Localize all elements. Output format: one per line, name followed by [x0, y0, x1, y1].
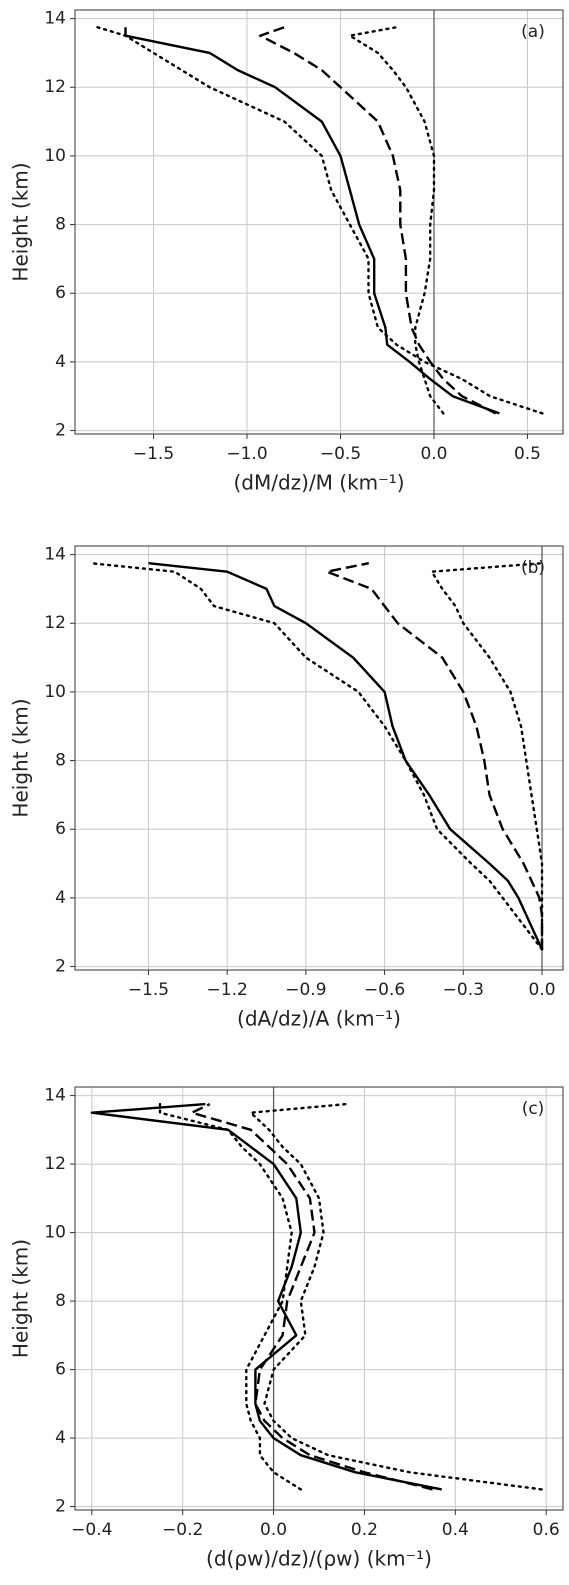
x-axis-label: (dA/dz)/A (km⁻¹) — [237, 1007, 401, 1031]
panel: −1.5 −1.2 −0.9 −0.6 −0.3 0.0 2 4 6 8 10 12 14 (b) (dA/… — [9, 545, 564, 1031]
x-tick-label: 0.0 — [528, 980, 555, 1000]
panel: −1.5 −1.0 −0.5 0.0 0.5 2 4 6 8 10 12 14 (a) (dM/dz)/M… — [9, 9, 564, 495]
profile-line — [96, 26, 544, 415]
y-tick-label: 14 — [44, 1086, 66, 1106]
y-tick-label: 14 — [44, 9, 66, 29]
x-axis-label: (d(ρw)/dz)/(ρw) (km⁻¹) — [206, 1547, 432, 1571]
x-tick-label: −0.9 — [285, 980, 326, 1000]
x-tick-label: −1.5 — [133, 444, 174, 464]
panel: −0.4 −0.2 0.0 0.2 0.4 0.6 2 4 6 8 10 12 14 (c) (d(ρw)/… — [9, 1086, 564, 1571]
y-axis-label: Height (km) — [9, 1239, 33, 1358]
y-tick-label: 6 — [55, 283, 66, 303]
profile-line — [90, 1102, 442, 1491]
x-tick-label: 0.0 — [420, 444, 447, 464]
y-axis-label: Height (km) — [9, 698, 33, 817]
y-tick-label: 6 — [55, 819, 66, 839]
x-tick-label: 0.0 — [260, 1520, 287, 1540]
y-tick-label: 8 — [55, 215, 66, 235]
profile-line — [325, 562, 544, 950]
x-tick-label: −1.5 — [128, 980, 169, 1000]
profile-line — [348, 26, 445, 415]
profile-line — [258, 26, 497, 415]
y-tick-label: 12 — [44, 613, 66, 633]
y-axis-label: Height (km) — [9, 162, 33, 281]
y-tick-label: 12 — [44, 1154, 66, 1174]
profile-line — [89, 562, 544, 951]
plot-frame — [74, 1086, 564, 1511]
panel-label: (b) — [521, 558, 545, 578]
x-tick-label: −0.4 — [71, 1520, 112, 1540]
y-tick-label: 8 — [55, 1291, 66, 1311]
profile-line — [148, 562, 544, 950]
x-tick-label: 0.4 — [442, 1520, 469, 1540]
y-tick-label: 14 — [44, 545, 66, 565]
y-tick-label: 4 — [55, 1428, 66, 1448]
x-tick-label: −1.2 — [207, 980, 248, 1000]
y-tick-label: 2 — [55, 1497, 66, 1517]
x-tick-label: −0.6 — [364, 980, 405, 1000]
panel-label: (c) — [522, 1099, 545, 1119]
x-tick-label: 0.5 — [514, 444, 541, 464]
y-tick-label: 2 — [55, 957, 66, 977]
x-tick-label: 0.6 — [533, 1520, 560, 1540]
panel-label: (a) — [521, 22, 545, 42]
plot-frame — [74, 9, 564, 435]
y-tick-label: 12 — [44, 77, 66, 97]
x-tick-label: −0.3 — [443, 980, 484, 1000]
profile-line — [190, 1103, 433, 1491]
y-tick-label: 6 — [55, 1360, 66, 1380]
profile-line — [249, 1102, 543, 1491]
profile-line — [124, 27, 500, 415]
profile-line — [158, 1102, 302, 1491]
y-tick-label: 10 — [44, 1223, 66, 1243]
y-tick-label: 8 — [55, 751, 66, 771]
x-tick-label: 0.2 — [351, 1520, 378, 1540]
y-tick-label: 4 — [55, 352, 66, 372]
y-tick-label: 10 — [44, 682, 66, 702]
x-tick-label: −0.2 — [162, 1520, 203, 1540]
y-tick-label: 4 — [55, 888, 66, 908]
x-tick-label: −1.0 — [226, 444, 267, 464]
y-tick-label: 2 — [55, 421, 66, 441]
x-axis-label: (dM/dz)/M (km⁻¹) — [233, 471, 404, 495]
y-tick-label: 10 — [44, 146, 66, 166]
profile-line — [430, 562, 544, 951]
plot-frame — [74, 545, 564, 971]
x-tick-label: −0.5 — [320, 444, 361, 464]
